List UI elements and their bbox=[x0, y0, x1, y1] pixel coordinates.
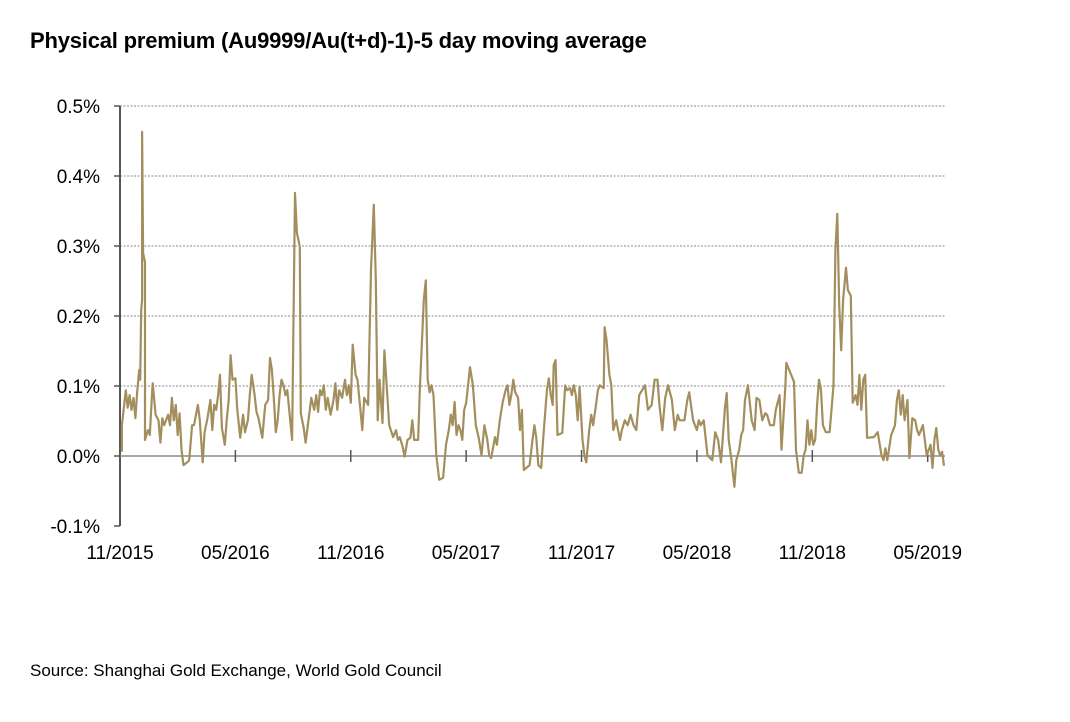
y-tick-label: 0.4% bbox=[57, 167, 100, 188]
y-tick-label: 0.5% bbox=[57, 97, 100, 118]
x-tick-label: 11/2016 bbox=[317, 543, 384, 564]
x-tick-label: 05/2019 bbox=[893, 543, 962, 564]
x-axis-ticks: 11/2015 05/2016 11/2016 05/2017 11/2017 05/20… bbox=[86, 450, 962, 564]
gridlines bbox=[120, 105, 945, 387]
x-tick-label: 11/2015 bbox=[86, 543, 153, 564]
y-tick-label: 0.3% bbox=[57, 237, 100, 258]
y-tick-label: 0.2% bbox=[57, 307, 100, 328]
x-tick-label: 11/2018 bbox=[779, 543, 846, 564]
series-line-physical-premium bbox=[120, 130, 946, 488]
x-tick-label: 05/2016 bbox=[201, 543, 270, 564]
x-tick-label: 05/2017 bbox=[432, 543, 501, 564]
chart-title: Physical premium (Au9999/Au(t+d)-1)-5 da… bbox=[30, 28, 647, 53]
x-tick-label: 05/2018 bbox=[663, 543, 732, 564]
x-tick-label: 11/2017 bbox=[548, 543, 615, 564]
source-note: Source: Shanghai Gold Exchange, World Go… bbox=[30, 661, 442, 680]
y-tick-label: 0.0% bbox=[57, 447, 100, 468]
y-axis-ticks: -0.1% 0.0% 0.1% 0.2% 0.3% 0.4% 0.5% bbox=[50, 97, 120, 538]
y-tick-label: 0.1% bbox=[57, 377, 100, 398]
series-layer bbox=[120, 130, 946, 488]
y-tick-label: -0.1% bbox=[50, 517, 100, 538]
